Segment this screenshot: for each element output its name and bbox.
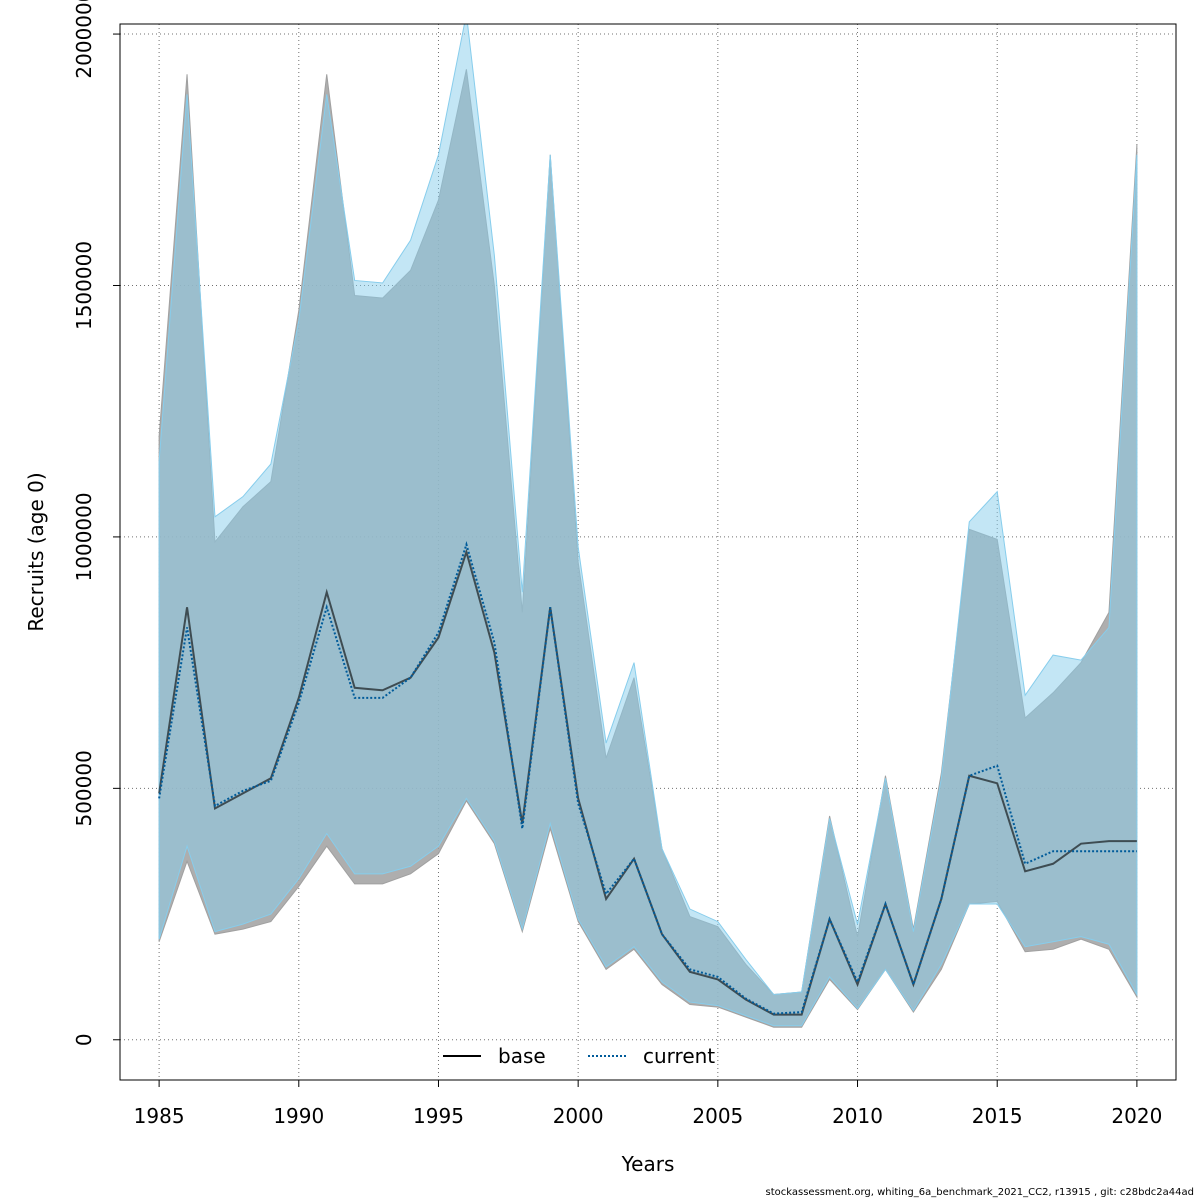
y-tick-label: 500000 [72, 750, 96, 826]
footer-credit: stockassessment.org, whiting_6a_benchmar… [765, 1187, 1194, 1198]
x-axis-title: Years [621, 1152, 675, 1176]
y-tick-label: 0 [72, 1033, 96, 1046]
series-line-base [158, 548, 1137, 1016]
legend-label-current: current [643, 1044, 715, 1068]
confidence-bands [158, 24, 1138, 1028]
x-tick-label: 1990 [273, 1104, 324, 1128]
confidence-band-current [158, 24, 1138, 1027]
x-tick-label: 2020 [1111, 1104, 1162, 1128]
x-tick-label: 2000 [553, 1104, 604, 1128]
x-tick-label: 1995 [413, 1104, 464, 1128]
x-tick-label: 2010 [832, 1104, 883, 1128]
series-line-current [158, 540, 1137, 1015]
x-tick-label: 2005 [692, 1104, 743, 1128]
x-tick-label: 1985 [134, 1104, 185, 1128]
series-lines [158, 540, 1137, 1016]
x-axis: 1985 1990 1995 2000 2005 2010 2015 2020 [134, 1079, 1162, 1128]
y-axis: 0 500000 1000000 1500000 2000000 [72, 0, 121, 1046]
y-tick-label: 1500000 [72, 241, 96, 330]
legend: base current [443, 1044, 715, 1068]
legend-label-base: base [498, 1044, 546, 1068]
x-tick-label: 2015 [972, 1104, 1023, 1128]
y-tick-label: 1000000 [72, 492, 96, 581]
y-tick-label: 2000000 [72, 0, 96, 79]
y-axis-title: Recruits (age 0) [24, 472, 48, 631]
